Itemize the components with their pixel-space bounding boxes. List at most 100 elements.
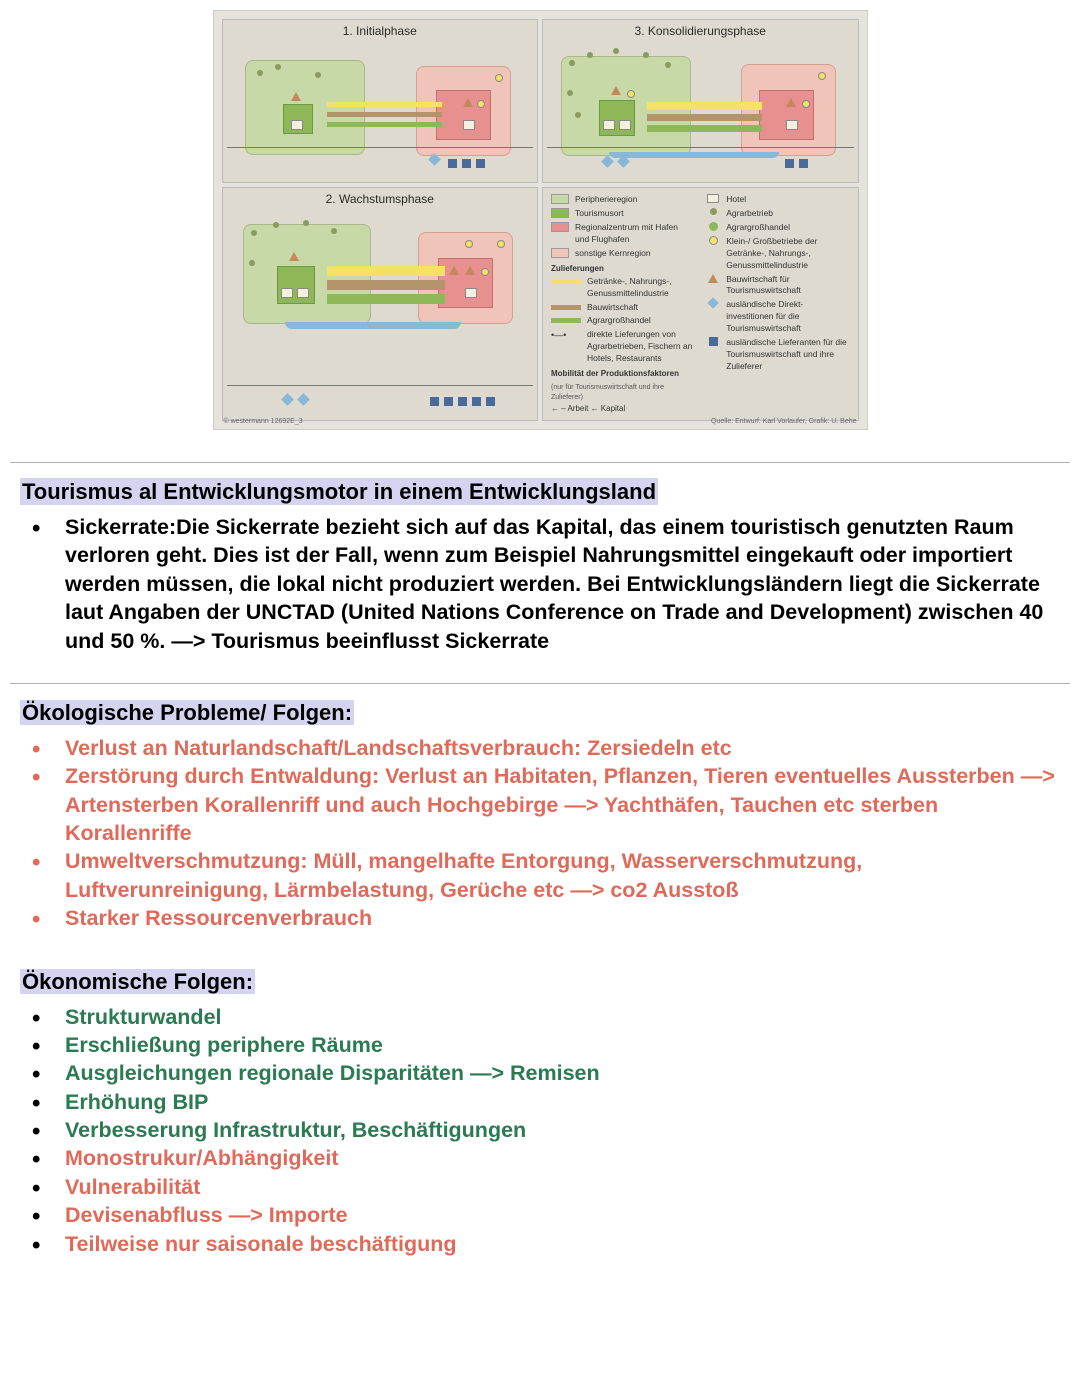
legend-row: Bauwirtschaft für Tourismuswirtschaft: [706, 274, 849, 298]
section-eco-problems: Ökologische Probleme/ Folgen: Verlust an…: [0, 696, 1080, 949]
panel-2-title: 2. Wachstumsphase: [227, 192, 534, 206]
econ-item: Vulnerabilität: [20, 1173, 1060, 1201]
legend-mobility: ← – Arbeit ← Kapital: [551, 403, 694, 414]
econ-item: Erhöhung BIP: [20, 1088, 1060, 1116]
econ-item-text: Erhöhung BIP: [65, 1090, 208, 1114]
legend-row: Agrarbetrieb: [706, 208, 849, 220]
legend-arrow-swatch: [551, 318, 581, 323]
eco-problem-item: Starker Ressourcenverbrauch: [20, 904, 1060, 932]
legend-heading: Zulieferungen: [551, 263, 694, 274]
legend-symbol: [706, 299, 720, 307]
econ-item-text: Strukturwandel: [65, 1005, 222, 1029]
econ-item: Verbesserung Infrastruktur, Beschäftigun…: [20, 1116, 1060, 1144]
sickerrate-text: Sickerrate:Die Sickerrate bezieht sich a…: [65, 515, 1043, 653]
legend-label: Klein-/ Großbetriebe der Getränke-, Nahr…: [726, 236, 849, 272]
sickerrate-list: Sickerrate:Die Sickerrate bezieht sich a…: [20, 513, 1060, 655]
legend-label: Agrargroßhandel: [726, 222, 790, 234]
econ-item: Strukturwandel: [20, 1003, 1060, 1031]
legend-row: Tourismusort: [551, 208, 694, 220]
figure-area: 1. Initialphase: [0, 0, 1080, 450]
legend-col-1: Peripherieregion Tourismusort Regionalzent…: [551, 194, 694, 414]
legend-subtext: (nur für Tourismuswirtschaft und ihre Zu…: [551, 383, 694, 403]
heading-tourism: Tourismus al Entwicklungsmotor in einem …: [20, 478, 658, 505]
eco-problems-list: Verlust an Naturlandschaft/Landschaftsve…: [20, 734, 1060, 933]
econ-item-text: Monostrukur/Abhängigkeit: [65, 1146, 339, 1170]
econ-item: Devisenabfluss —> Importe: [20, 1201, 1060, 1229]
legend-label: Hotel: [726, 194, 746, 206]
legend-symbol: [706, 194, 720, 203]
legend-swatch: [551, 222, 569, 232]
figure-box: 1. Initialphase: [213, 10, 868, 430]
legend-row: ausländische Lieferanten für die Tourism…: [706, 337, 849, 373]
figure-source: Quelle: Entwurf: Karl Vorlaufer, Grafik:…: [711, 418, 857, 425]
legend-label: ausländische Direkt-investitionen für di…: [726, 299, 849, 335]
legend-swatch: [551, 208, 569, 218]
econ-item-text: Verbesserung Infrastruktur, Beschäftigun…: [65, 1118, 526, 1142]
legend-label: ausländische Lieferanten für die Tourism…: [726, 337, 849, 373]
divider-2: [10, 683, 1070, 684]
econ-item-text: Ausgleichungen regionale Disparitäten —>…: [65, 1061, 600, 1085]
eco-problem-text: Umweltverschmutzung: Müll, mangelhafte E…: [65, 849, 862, 901]
eco-problem-text: Zerstörung durch Entwaldung: Verlust an …: [65, 764, 1055, 845]
eco-problem-item: Zerstörung durch Entwaldung: Verlust an …: [20, 762, 1060, 847]
legend-row: Klein-/ Großbetriebe der Getränke-, Nahr…: [706, 236, 849, 272]
eco-problem-item: Verlust an Naturlandschaft/Landschaftsve…: [20, 734, 1060, 762]
legend-symbol: [706, 337, 720, 346]
econ-list: StrukturwandelErschließung periphere Räu…: [20, 1003, 1060, 1258]
legend-label: Agrargroßhandel: [587, 315, 651, 327]
legend-row: sonstige Kernregion: [551, 248, 694, 260]
legend-arrow-swatch: [551, 279, 581, 284]
eco-problems-heading-text: Ökologische Probleme/ Folgen:: [20, 700, 354, 725]
legend-row: Getränke-, Nahrungs-, Genussmittelindust…: [551, 276, 694, 300]
panel-1: 1. Initialphase: [222, 19, 539, 183]
legend-swatch: [551, 194, 569, 204]
legend-col-2: Hotel Agrarbetrieb Agrargroßhandel Klein-/ …: [706, 194, 849, 414]
legend-row: Bauwirtschaft: [551, 302, 694, 314]
panel-2-scene: [227, 210, 534, 414]
panel-3-title: 3. Konsolidierungsphase: [547, 24, 854, 38]
eco-problem-text: Verlust an Naturlandschaft/Landschaftsve…: [65, 736, 732, 760]
legend-row: ausländische Direkt-investitionen für di…: [706, 299, 849, 335]
panel-3-scene: [547, 42, 854, 176]
legend-symbol: [706, 222, 720, 231]
legend-row: Hotel: [706, 194, 849, 206]
legend-symbol: [706, 236, 720, 245]
legend-symbol: [706, 208, 720, 215]
panel-1-title: 1. Initialphase: [227, 24, 534, 38]
econ-item: Ausgleichungen regionale Disparitäten —>…: [20, 1059, 1060, 1087]
legend-label: Tourismusort: [575, 208, 624, 220]
legend-heading: Mobilität der Produktionsfaktoren: [551, 368, 694, 379]
panel-3: 3. Konsolidierungsphase: [542, 19, 859, 183]
econ-item-text: Teilweise nur saisonale beschäftigung: [65, 1232, 456, 1256]
legend-panel: Peripherieregion Tourismusort Regionalzent…: [542, 187, 859, 421]
figure-copyright: © westermann 12692E_3: [224, 418, 303, 425]
legend-swatch: [551, 248, 569, 258]
eco-problems-heading: Ökologische Probleme/ Folgen:: [20, 700, 1060, 726]
econ-item-text: Vulnerabilität: [65, 1175, 200, 1199]
legend-row: •—•direkte Lieferungen von Agrarbetriebe…: [551, 329, 694, 365]
econ-heading-text: Ökonomische Folgen:: [20, 969, 255, 994]
eco-problem-text: Starker Ressourcenverbrauch: [65, 906, 372, 930]
panel-1-scene: [227, 42, 534, 176]
econ-item: Erschließung periphere Räume: [20, 1031, 1060, 1059]
legend-arrow-swatch: [551, 305, 581, 310]
econ-item-text: Devisenabfluss —> Importe: [65, 1203, 348, 1227]
sickerrate-item: Sickerrate:Die Sickerrate bezieht sich a…: [20, 513, 1060, 655]
legend-row: Regionalzentrum mit Hafen und Flughafen: [551, 222, 694, 246]
econ-item: Monostrukur/Abhängigkeit: [20, 1144, 1060, 1172]
legend-label: Peripherieregion: [575, 194, 637, 206]
legend-row: Peripherieregion: [551, 194, 694, 206]
legend-label: sonstige Kernregion: [575, 248, 651, 260]
legend-label: Getränke-, Nahrungs-, Genussmittelindust…: [587, 276, 694, 300]
eco-problem-item: Umweltverschmutzung: Müll, mangelhafte E…: [20, 847, 1060, 904]
legend-symbol: [706, 274, 720, 283]
section-tourism: Tourismus al Entwicklungsmotor in einem …: [0, 475, 1080, 671]
legend-row: Agrargroßhandel: [551, 315, 694, 327]
divider-1: [10, 462, 1070, 463]
legend-label: Regionalzentrum mit Hafen und Flughafen: [575, 222, 694, 246]
legend-row: Agrargroßhandel: [706, 222, 849, 234]
legend-label: Bauwirtschaft: [587, 302, 638, 314]
panel-2: 2. Wachstumsphase: [222, 187, 539, 421]
legend-label: Agrarbetrieb: [726, 208, 773, 220]
section-econ: Ökonomische Folgen: StrukturwandelErschl…: [0, 949, 1080, 1274]
